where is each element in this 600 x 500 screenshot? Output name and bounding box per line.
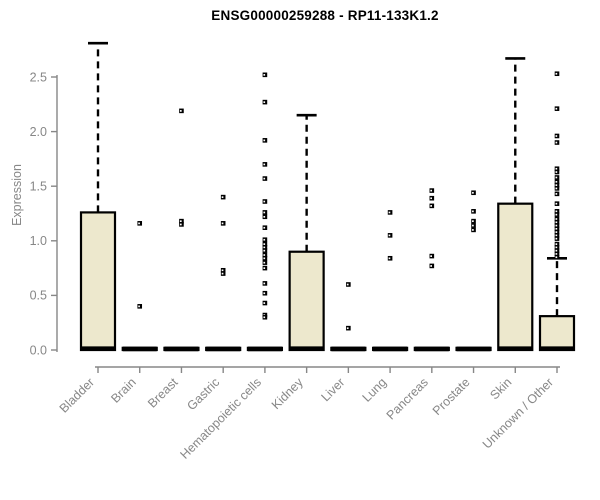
outlier-point-center [555,107,558,110]
outlier-point-center [430,255,433,257]
outlier-point-center [555,243,558,245]
box [538,315,576,352]
outlier-point-center [555,213,558,216]
outlier-point-center [430,189,433,192]
outlier-point-center [430,197,433,200]
outlier-point-center [555,167,558,170]
outlier-point-center [263,316,266,319]
outlier-point-center [263,246,266,249]
outlier-point-center [555,184,558,187]
outlier-point-center [346,327,349,330]
outlier-point-center [472,224,474,227]
outlier-point-center [555,171,558,173]
outlier-point-center [263,249,266,252]
y-tick-label: 0.5 [30,289,47,303]
y-tick-label: 2.5 [30,70,47,84]
outlier-point-center [555,253,558,255]
category-label: Pancreas [384,375,431,422]
category-label: Unknown / Other [480,375,556,451]
outlier-point-center [263,302,266,304]
category-label: Kidney [269,375,306,412]
outlier-point-center [263,211,266,214]
outlier-point-center [555,72,558,75]
outlier-point-center [555,231,558,233]
outlier-point-center [346,283,349,286]
outlier-point-center [555,181,558,183]
outlier-point-center [221,196,224,199]
category-label: Hematopoietic cells [177,375,264,462]
outlier-point-center [555,202,558,205]
outlier-point-center [555,234,558,237]
outlier-point-center [263,215,266,218]
outlier-point-center [263,254,266,256]
outlier-point-center [179,220,182,223]
outlier-point-center [263,261,266,264]
outlier-point-center [430,205,433,207]
box [79,211,117,352]
outlier-point-center [221,269,224,272]
outlier-point-center [555,141,558,144]
outlier-point-center [555,193,558,195]
outlier-point-center [263,163,266,166]
outlier-point-center [263,101,266,104]
outlier-point-center [263,139,266,142]
outlier-point-center [263,282,266,285]
outlier-point-center [555,176,558,179]
outlier-point-center [263,226,266,229]
outlier-point-center [472,220,474,223]
outlier-point-center [472,210,474,213]
outlier-point-center [138,222,140,225]
outlier-point-center [263,292,266,295]
outlier-point-center [555,227,558,230]
y-tick-label: 0.0 [30,343,47,357]
outlier-point-center [472,229,474,231]
outlier-point-center [555,246,558,249]
chart-title: ENSG00000259288 - RP11-133K1.2 [211,8,439,23]
category-label: Liver [318,375,347,404]
y-tick-label: 1.5 [30,180,47,194]
box [497,202,534,352]
outlier-point-center [263,257,266,260]
outlier-point-center [472,191,474,194]
outlier-point-center [555,249,558,252]
category-label: Gastric [184,375,222,413]
box [288,250,325,352]
outlier-point-center [555,221,558,224]
y-tick-label: 2.0 [30,125,47,139]
outlier-point-center [263,238,266,241]
outlier-point-center [388,257,391,260]
outlier-point-center [263,177,266,180]
outlier-point-center [221,272,224,275]
y-tick-label: 1.0 [30,234,47,248]
outlier-point-center [263,74,266,76]
outlier-point-center [388,234,391,237]
outlier-point-center [263,267,266,269]
category-label: Prostate [430,375,473,418]
outlier-point-center [138,305,140,308]
outlier-point-center [221,222,224,225]
outlier-point-center [555,135,558,137]
category-label: Brain [108,375,139,406]
category-label: Skin [487,375,514,402]
outlier-point-center [555,218,558,220]
category-label: Lung [360,375,390,405]
outlier-point-center [388,211,391,214]
category-label: Breast [145,375,181,411]
outlier-point-center [430,265,433,267]
outlier-point-center [263,200,266,203]
outlier-point-center [179,223,182,226]
outlier-point-center [555,187,558,190]
outlier-point-center [555,224,558,227]
outlier-point-center [555,210,558,213]
outlier-point-center [555,256,558,259]
outlier-point-center [555,237,558,240]
category-label: Bladder [57,375,97,415]
outlier-point-center [179,110,182,112]
outlier-point-center [263,243,266,245]
